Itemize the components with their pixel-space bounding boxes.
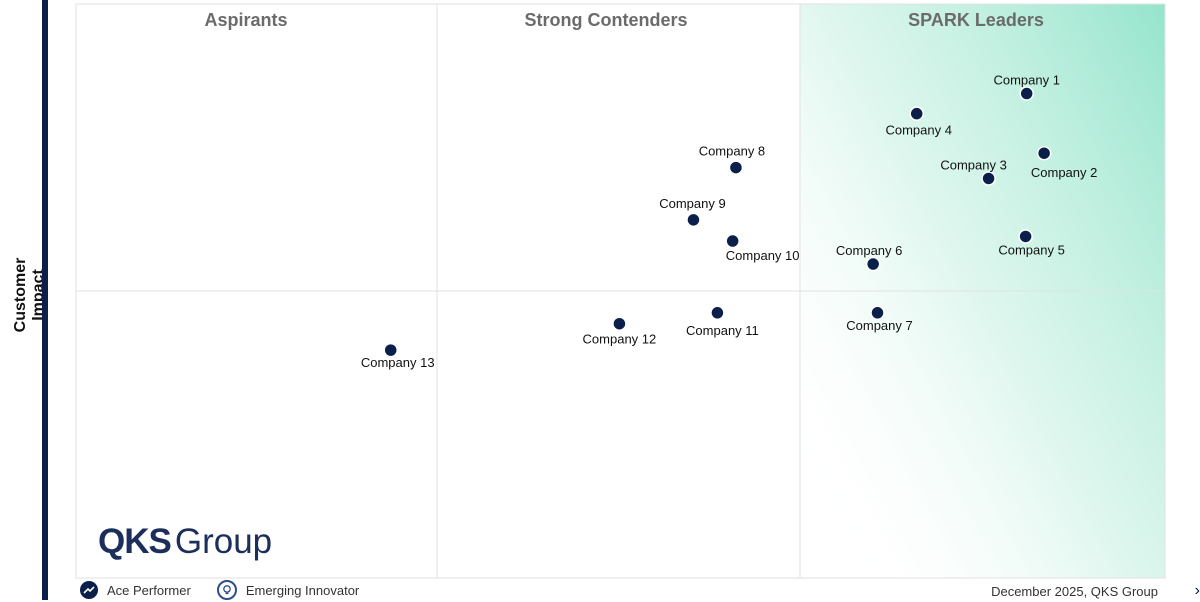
data-point-label: Company 8 bbox=[699, 144, 765, 159]
footer-credit: December 2025, QKS Group bbox=[991, 584, 1158, 599]
data-point-label: Company 12 bbox=[583, 332, 657, 347]
data-point-label: Company 5 bbox=[998, 242, 1064, 257]
quadrant-label-strong-contenders: Strong Contenders bbox=[524, 10, 687, 30]
data-point bbox=[870, 305, 885, 321]
data-point bbox=[686, 212, 701, 228]
data-point bbox=[612, 316, 627, 331]
data-point bbox=[1036, 145, 1052, 161]
legend-label-emerging: Emerging Innovator bbox=[245, 582, 360, 598]
legend: Ace Performer Emerging Innovator bbox=[80, 580, 385, 600]
x-axis-arrow-icon: › bbox=[1194, 582, 1200, 599]
data-point-label: Company 6 bbox=[836, 243, 902, 258]
logo-bold-text: QKS bbox=[98, 522, 172, 561]
trend-up-icon bbox=[80, 581, 98, 599]
logo-regular-text: Group bbox=[174, 522, 273, 561]
data-point bbox=[1018, 229, 1033, 244]
data-point-label: Company 2 bbox=[1031, 165, 1097, 180]
data-point bbox=[981, 171, 996, 186]
quadrant-label-aspirants: Aspirants bbox=[204, 10, 287, 30]
data-point bbox=[865, 256, 881, 272]
data-point bbox=[725, 233, 740, 249]
data-point-label: Company 4 bbox=[885, 123, 951, 138]
data-point bbox=[1019, 86, 1034, 101]
legend-label-ace: Ace Performer bbox=[107, 582, 191, 598]
y-axis-line bbox=[42, 0, 48, 600]
data-point bbox=[383, 342, 398, 358]
data-point-label: Company 1 bbox=[993, 73, 1059, 88]
data-point bbox=[728, 160, 744, 175]
legend-item-ace: Ace Performer bbox=[80, 581, 191, 599]
data-point bbox=[710, 305, 725, 321]
data-point bbox=[909, 106, 924, 121]
data-point-label: Company 13 bbox=[361, 355, 435, 370]
quadrant-label-spark-leaders: SPARK Leaders bbox=[908, 10, 1044, 30]
data-point-label: Company 7 bbox=[846, 318, 912, 333]
data-point-label: Company 9 bbox=[659, 196, 725, 211]
lightbulb-icon bbox=[216, 580, 237, 600]
legend-item-emerging: Emerging Innovator bbox=[216, 580, 360, 600]
data-point-label: Company 10 bbox=[726, 248, 800, 263]
qks-group-logo: QKS Group bbox=[98, 522, 272, 562]
data-point-label: Company 11 bbox=[686, 323, 759, 338]
data-point-label: Company 3 bbox=[940, 157, 1006, 172]
